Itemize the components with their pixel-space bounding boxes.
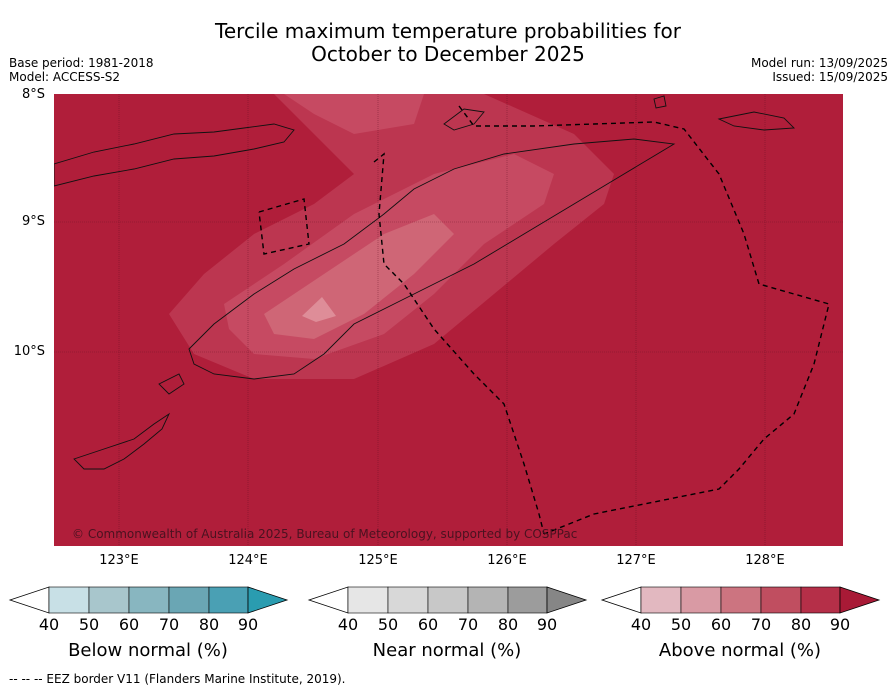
model-name: Model: ACCESS-S2 xyxy=(9,70,121,84)
below-tick-60: 60 xyxy=(118,615,140,634)
base-period-info: Base period: 1981-2018 Model: ACCESS-S2 xyxy=(9,56,154,84)
below-tick-70: 70 xyxy=(158,615,180,634)
near-tick-40: 40 xyxy=(337,615,359,634)
map-title: Tercile maximum temperature probabilitie… xyxy=(0,20,896,66)
lat-label-10s: 10°S xyxy=(13,344,45,359)
lon-label-126e: 126°E xyxy=(487,553,527,568)
contour-90 xyxy=(302,297,336,322)
coast-timor xyxy=(188,138,676,380)
eez-footnote: -- -- -- EEZ border V11 (Flanders Marine… xyxy=(9,672,346,686)
lon-label-128e: 128°E xyxy=(745,553,785,568)
title-line-2: October to December 2025 xyxy=(311,42,585,66)
copyright-notice: © Commonwealth of Australia 2025, Bureau… xyxy=(72,527,578,541)
map-canvas xyxy=(54,94,843,546)
lon-label-125e: 125°E xyxy=(358,553,398,568)
coast-flores xyxy=(54,123,295,187)
model-run: Model run: 13/09/2025 xyxy=(750,56,888,70)
near-tick-50: 50 xyxy=(377,615,399,634)
above-normal-label: Above normal (%) xyxy=(658,640,822,661)
coast-sumba xyxy=(73,412,171,470)
colorbar-above xyxy=(600,586,881,614)
eez-border xyxy=(258,105,830,535)
near-tick-80: 80 xyxy=(497,615,519,634)
near-normal-label: Near normal (%) xyxy=(372,640,522,661)
eez-timor-leste xyxy=(458,105,830,535)
model-run-info: Model run: 13/09/2025 Issued: 15/09/2025 xyxy=(751,56,888,84)
above-tick-40: 40 xyxy=(630,615,652,634)
lon-label-124e: 124°E xyxy=(228,553,268,568)
colorbars xyxy=(8,586,881,614)
base-period: Base period: 1981-2018 xyxy=(9,56,154,70)
lon-label-123e: 123°E xyxy=(99,553,139,568)
coast-rote xyxy=(158,373,185,395)
graticule xyxy=(54,94,843,546)
lat-label-9s: 9°S xyxy=(21,214,45,229)
coastlines xyxy=(54,95,796,470)
below-tick-40: 40 xyxy=(38,615,60,634)
contour-70 xyxy=(284,94,424,134)
coast-wetar xyxy=(443,108,485,131)
near-tick-60: 60 xyxy=(417,615,439,634)
colorbar-below xyxy=(8,586,289,614)
below-tick-80: 80 xyxy=(198,615,220,634)
lon-label-127e: 127°E xyxy=(616,553,656,568)
above-tick-80: 80 xyxy=(790,615,812,634)
above-tick-70: 70 xyxy=(750,615,772,634)
above-tick-90: 90 xyxy=(829,615,851,634)
below-tick-50: 50 xyxy=(78,615,100,634)
colorbar-near xyxy=(307,586,588,614)
map-panel xyxy=(54,94,843,546)
title-line-1: Tercile maximum temperature probabilitie… xyxy=(215,19,681,43)
coast-east-islands xyxy=(717,111,796,131)
eez-west xyxy=(258,198,310,255)
above-tick-60: 60 xyxy=(710,615,732,634)
coast-island-small xyxy=(653,95,667,109)
lat-label-8s: 8°S xyxy=(21,87,45,102)
above-tick-50: 50 xyxy=(670,615,692,634)
below-normal-label: Below normal (%) xyxy=(68,640,228,661)
eez-mid xyxy=(373,152,545,535)
issued-date: Issued: 15/09/2025 xyxy=(772,70,888,84)
near-tick-70: 70 xyxy=(457,615,479,634)
below-tick-90: 90 xyxy=(237,615,259,634)
near-tick-90: 90 xyxy=(536,615,558,634)
